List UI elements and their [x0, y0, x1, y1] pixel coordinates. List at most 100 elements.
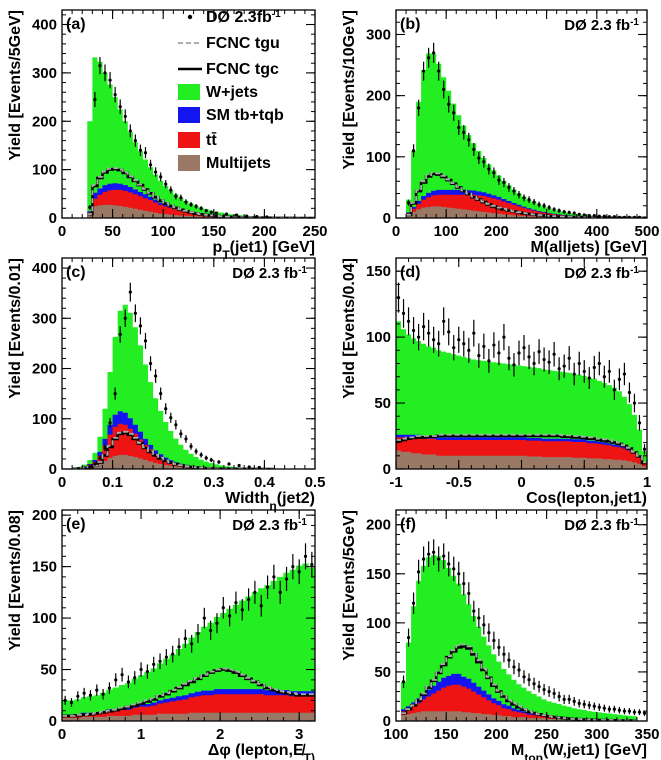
- data-point: [582, 702, 586, 706]
- legend-item-ttbar: tt̄: [178, 131, 217, 149]
- data-point: [477, 156, 481, 160]
- x-tick-label: -1: [389, 474, 402, 491]
- data-point: [204, 209, 208, 213]
- data-point: [69, 700, 74, 705]
- plot-frame: [61, 9, 316, 219]
- panel-c: 0 0.1 0.2 0.3 0.4 0.5 0 100 200 300 400 Widthη(jet2…: [7, 257, 325, 513]
- data-point: [507, 658, 511, 662]
- stack-wjets: [396, 321, 647, 469]
- data-point: [123, 114, 127, 119]
- legend-data-marker: [187, 14, 193, 20]
- data-point: [632, 401, 637, 405]
- data-point: [622, 372, 627, 376]
- data-point: [88, 205, 92, 209]
- data-point: [297, 570, 301, 574]
- data-point: [452, 111, 456, 115]
- legend-swatch: [178, 84, 200, 100]
- data-point: [184, 200, 188, 204]
- data-point: [148, 361, 153, 366]
- x-tick-label: 250: [534, 726, 559, 743]
- legend-label: Multijets: [206, 155, 271, 172]
- data-point: [517, 668, 521, 672]
- data-point: [76, 694, 80, 698]
- data-point: [597, 214, 601, 218]
- data-point: [587, 376, 591, 380]
- legend-item-fcnc-tgu: FCNC tgu: [178, 35, 280, 52]
- data-point: [174, 194, 178, 198]
- data-point: [240, 608, 244, 612]
- data-point: [487, 167, 491, 171]
- y-tick-label: 100: [32, 162, 57, 179]
- data-point: [95, 688, 99, 692]
- y-tick-label: 100: [366, 149, 391, 166]
- data-point: [462, 582, 466, 586]
- data-point: [557, 209, 561, 213]
- data-point: [214, 211, 218, 215]
- plot-area: [401, 539, 647, 721]
- data-point: [422, 324, 426, 329]
- legend-item-data: DØ 2.3fb-1: [187, 9, 281, 26]
- dzero-label: DØ 2.3 fb-1: [232, 517, 307, 535]
- data-point: [482, 344, 486, 348]
- y-tick-label: 150: [32, 559, 57, 576]
- y-tick-label: 0: [383, 713, 391, 730]
- x-tick-label: -0.5: [446, 474, 472, 491]
- legend-label: tt̄: [206, 131, 217, 149]
- x-tick-label: 1: [643, 474, 651, 491]
- data-point: [303, 554, 308, 558]
- x-tick-label: 500: [634, 223, 659, 240]
- data-point: [194, 204, 198, 208]
- data-point: [512, 189, 516, 193]
- y-tick-label: 0: [383, 210, 391, 227]
- data-point: [113, 93, 117, 97]
- data-point: [612, 215, 616, 218]
- stack-multijets: [401, 711, 637, 721]
- data-point: [467, 348, 471, 352]
- data-point: [492, 343, 496, 347]
- x-tick-label: 300: [584, 726, 609, 743]
- legend-item-wjets: W+jets: [178, 84, 258, 101]
- data-point: [527, 198, 531, 202]
- data-point: [482, 623, 486, 627]
- data-point: [98, 456, 102, 460]
- data-point: [562, 364, 566, 368]
- data-point: [587, 703, 591, 707]
- data-point: [237, 463, 241, 468]
- data-point: [492, 638, 496, 643]
- data-point: [447, 102, 451, 106]
- panel-f: 100 150 200 250 300 350050100150200Mtop(W,jet…: [341, 509, 660, 760]
- data-point: [542, 204, 546, 208]
- data-point: [103, 71, 107, 75]
- data-point: [189, 202, 193, 207]
- y-tick-label: 100: [32, 610, 57, 627]
- data-point: [427, 552, 431, 556]
- data-point: [447, 330, 451, 334]
- data-point: [159, 175, 163, 179]
- data-point: [437, 557, 441, 561]
- data-point: [497, 178, 501, 182]
- data-point: [457, 125, 461, 130]
- data-point: [310, 562, 314, 567]
- legend-item-multijets: Multijets: [178, 155, 271, 172]
- legend-label: W+jets: [206, 84, 258, 101]
- data-point: [133, 311, 137, 315]
- data-point: [452, 346, 456, 350]
- legend-label: FCNC tgc: [206, 61, 279, 78]
- data-point: [265, 585, 270, 589]
- x-tick-label: 0: [58, 726, 66, 743]
- stack-wjets: [406, 53, 647, 218]
- x-tick-label: 0.2: [153, 474, 174, 491]
- legend-swatch: [178, 107, 200, 123]
- data-point: [517, 193, 521, 197]
- y-axis-label: Yield [Events/10GeV]: [341, 10, 358, 169]
- data-point: [253, 590, 257, 594]
- y-tick-label: 200: [366, 517, 391, 534]
- data-point: [128, 290, 132, 294]
- panel-label: (c): [66, 264, 86, 281]
- data-point: [537, 685, 541, 689]
- data-point: [406, 319, 411, 323]
- plot-area: [396, 282, 647, 469]
- data-point: [215, 621, 219, 625]
